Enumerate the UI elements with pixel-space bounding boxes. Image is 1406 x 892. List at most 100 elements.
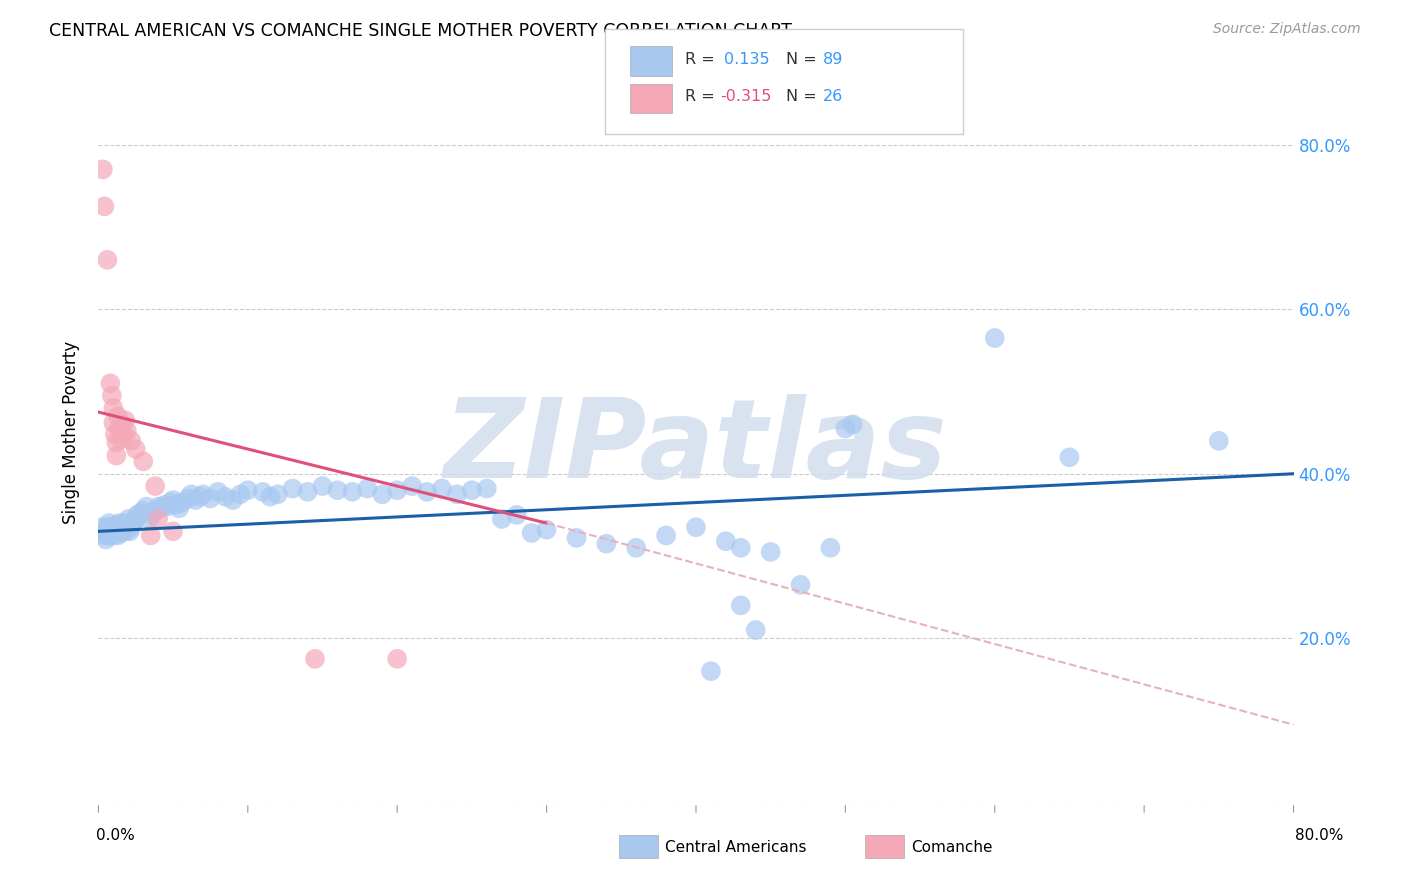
Text: 0.0%: 0.0% [96, 828, 135, 843]
Point [105, 520, 128, 534]
Point [789, 578, 811, 592]
Text: 80.0%: 80.0% [1295, 828, 1343, 843]
Text: N =: N = [786, 89, 823, 104]
Point [107, 528, 129, 542]
Point [125, 442, 148, 456]
Point [96, 528, 118, 542]
Point [96, 252, 118, 267]
Y-axis label: Single Mother Poverty: Single Mother Poverty [62, 341, 80, 524]
Point [112, 427, 135, 442]
Point [132, 454, 155, 468]
Point [135, 500, 157, 514]
Point [127, 508, 149, 522]
Point [172, 495, 194, 509]
Point [96, 520, 118, 534]
Point [297, 484, 319, 499]
Text: R =: R = [685, 52, 720, 67]
Point [108, 520, 131, 534]
Point [104, 427, 127, 442]
Point [207, 484, 229, 499]
Point [101, 526, 124, 541]
Point [356, 482, 378, 496]
Point [110, 523, 132, 537]
Point [200, 491, 222, 506]
Point [150, 501, 173, 516]
Point [110, 526, 132, 541]
Point [117, 512, 139, 526]
Point [110, 432, 132, 446]
Point [281, 482, 304, 496]
Point [184, 493, 207, 508]
Point [520, 526, 543, 541]
Point [107, 524, 129, 539]
Point [385, 483, 409, 498]
Point [97, 516, 120, 530]
Point [167, 501, 190, 516]
Point [120, 520, 142, 534]
Point [143, 504, 166, 518]
Point [98, 376, 122, 391]
Point [120, 434, 142, 448]
Point [1208, 434, 1230, 448]
Point [114, 516, 136, 530]
Point [191, 487, 214, 501]
Point [1059, 450, 1081, 465]
Point [132, 504, 155, 518]
Point [252, 484, 274, 499]
Point [103, 528, 125, 542]
Text: 0.135: 0.135 [724, 52, 769, 67]
Point [90, 520, 112, 534]
Point [115, 424, 138, 438]
Point [188, 490, 211, 504]
Point [229, 487, 252, 501]
Point [430, 482, 453, 496]
Point [107, 409, 129, 424]
Text: CENTRAL AMERICAN VS COMANCHE SINGLE MOTHER POVERTY CORRELATION CHART: CENTRAL AMERICAN VS COMANCHE SINGLE MOTH… [49, 22, 792, 40]
Point [416, 484, 439, 499]
Point [984, 331, 1007, 345]
Point [685, 520, 707, 534]
Point [104, 526, 127, 541]
Point [342, 484, 364, 499]
Point [222, 493, 245, 508]
Point [267, 487, 290, 501]
Point [111, 417, 134, 432]
Point [730, 541, 752, 555]
Point [105, 449, 128, 463]
Point [148, 500, 170, 514]
Point [177, 491, 200, 506]
Point [159, 495, 181, 509]
Point [94, 533, 117, 547]
Point [385, 652, 409, 666]
Point [101, 520, 124, 534]
Point [121, 516, 143, 530]
Point [141, 508, 163, 522]
Point [93, 199, 115, 213]
Point [98, 524, 122, 539]
Point [214, 490, 236, 504]
Point [714, 534, 737, 549]
Point [162, 493, 184, 508]
Point [655, 528, 678, 542]
Text: Central Americans: Central Americans [665, 840, 807, 855]
Point [461, 483, 484, 498]
Text: 26: 26 [823, 89, 842, 104]
Point [105, 435, 128, 450]
Point [700, 664, 723, 678]
Point [103, 524, 125, 539]
Text: Source: ZipAtlas.com: Source: ZipAtlas.com [1213, 22, 1361, 37]
Point [108, 516, 131, 530]
Point [104, 523, 127, 537]
Point [114, 524, 136, 539]
Point [259, 490, 281, 504]
Point [101, 388, 124, 402]
Point [371, 487, 394, 501]
Text: -0.315: -0.315 [720, 89, 772, 104]
Point [153, 498, 176, 512]
Point [595, 536, 617, 550]
Text: 89: 89 [823, 52, 842, 67]
Point [118, 524, 141, 539]
Point [401, 479, 423, 493]
Point [565, 531, 588, 545]
Point [97, 524, 120, 539]
